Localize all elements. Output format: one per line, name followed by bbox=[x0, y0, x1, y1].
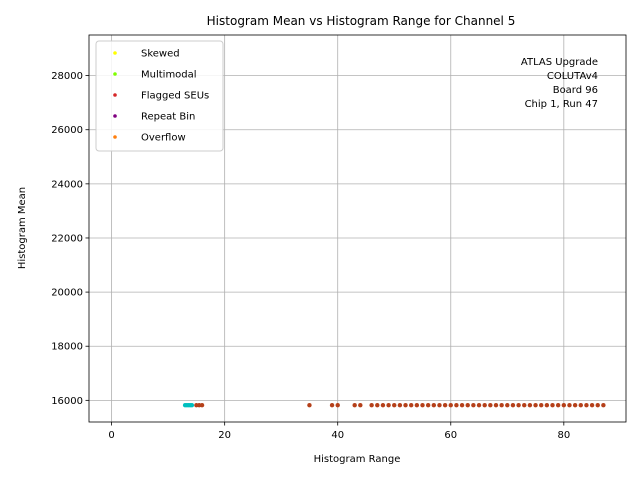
y-axis-ticks: 16000 18000 20000 22000 24000 26000 28000 bbox=[51, 71, 89, 407]
data-point bbox=[482, 403, 487, 408]
annotation-line: ATLAS Upgrade bbox=[521, 57, 598, 68]
legend-marker bbox=[113, 51, 117, 55]
data-point bbox=[307, 403, 312, 408]
data-point bbox=[392, 403, 397, 408]
data-point bbox=[199, 403, 205, 408]
data-point bbox=[369, 403, 374, 408]
data-point bbox=[442, 403, 448, 408]
legend-box bbox=[95, 40, 224, 152]
legend-label: Flagged SEUs bbox=[141, 91, 209, 102]
data-point bbox=[527, 403, 533, 408]
legend-marker bbox=[113, 114, 117, 118]
data-point bbox=[448, 403, 453, 408]
plot-frame bbox=[88, 34, 627, 423]
annotation-line: Board 96 bbox=[553, 85, 598, 96]
data-point bbox=[578, 403, 583, 408]
x-tick-label: 80 bbox=[557, 430, 570, 441]
legend-marker bbox=[113, 72, 117, 76]
data-point bbox=[352, 403, 357, 408]
x-tick-label: 20 bbox=[218, 430, 231, 441]
legend-label: Overflow bbox=[141, 133, 186, 144]
data-point bbox=[561, 403, 567, 408]
legend-marker bbox=[113, 135, 117, 139]
data-point bbox=[550, 403, 555, 408]
data-point bbox=[567, 403, 572, 408]
y-tick-label: 20000 bbox=[51, 288, 83, 299]
data-point bbox=[454, 403, 459, 408]
data-point bbox=[555, 403, 561, 408]
annotation-line: Chip 1, Run 47 bbox=[525, 99, 598, 110]
y-tick-label: 16000 bbox=[51, 396, 83, 407]
data-point bbox=[595, 403, 600, 408]
data-point bbox=[459, 403, 465, 408]
chart-title: Histogram Mean vs Histogram Range for Ch… bbox=[207, 14, 516, 28]
legend: Skewed Multimodal Flagged SEUs Repeat Bin Ov… bbox=[95, 40, 224, 152]
data-point bbox=[510, 403, 516, 408]
y-tick-label: 24000 bbox=[51, 179, 83, 190]
data-point bbox=[572, 403, 578, 408]
data-point bbox=[601, 403, 606, 408]
data-point bbox=[431, 403, 437, 408]
data-point bbox=[335, 403, 340, 408]
legend-label: Skewed bbox=[141, 49, 180, 60]
data-point bbox=[589, 403, 595, 408]
data-point bbox=[386, 403, 391, 408]
legend-label: Repeat Bin bbox=[141, 112, 195, 123]
data-point bbox=[471, 403, 476, 408]
data-point bbox=[380, 403, 386, 408]
x-axis-label: Histogram Range bbox=[314, 454, 401, 465]
data-point bbox=[375, 403, 380, 408]
data-point bbox=[437, 403, 442, 408]
data-point bbox=[584, 403, 589, 408]
legend-label: Multimodal bbox=[141, 70, 197, 81]
y-axis-label: Histogram Mean bbox=[17, 187, 28, 269]
data-point bbox=[533, 403, 538, 408]
y-tick-label: 28000 bbox=[51, 71, 83, 82]
data-point bbox=[358, 403, 363, 408]
y-tick-label: 26000 bbox=[51, 125, 83, 136]
data-point bbox=[476, 403, 482, 408]
data-point bbox=[397, 403, 403, 408]
y-tick-label: 18000 bbox=[51, 342, 83, 353]
data-point bbox=[493, 403, 499, 408]
x-tick-label: 40 bbox=[331, 430, 344, 441]
data-point bbox=[329, 403, 335, 408]
data-point bbox=[420, 403, 425, 408]
data-point bbox=[539, 403, 544, 408]
x-axis-ticks: 0 20 40 60 80 bbox=[108, 422, 570, 441]
annotation-line: COLUTAv4 bbox=[547, 71, 598, 82]
x-tick-label: 0 bbox=[108, 430, 114, 441]
data-point bbox=[465, 403, 470, 408]
data-point bbox=[403, 403, 408, 408]
x-tick-label: 60 bbox=[444, 430, 457, 441]
data-point bbox=[488, 403, 493, 408]
data-points bbox=[182, 403, 606, 408]
data-point bbox=[544, 403, 550, 408]
grid-lines bbox=[89, 35, 626, 422]
data-point bbox=[516, 403, 521, 408]
data-point bbox=[522, 403, 527, 408]
data-point bbox=[189, 403, 195, 408]
data-point bbox=[499, 403, 504, 408]
annotation-block: ATLAS Upgrade COLUTAv4 Board 96 Chip 1, Run… bbox=[521, 57, 598, 110]
legend-marker bbox=[113, 93, 117, 97]
data-point bbox=[505, 403, 510, 408]
data-point bbox=[425, 403, 431, 408]
y-tick-label: 22000 bbox=[51, 233, 83, 244]
data-point bbox=[409, 403, 414, 408]
data-point bbox=[414, 403, 420, 408]
